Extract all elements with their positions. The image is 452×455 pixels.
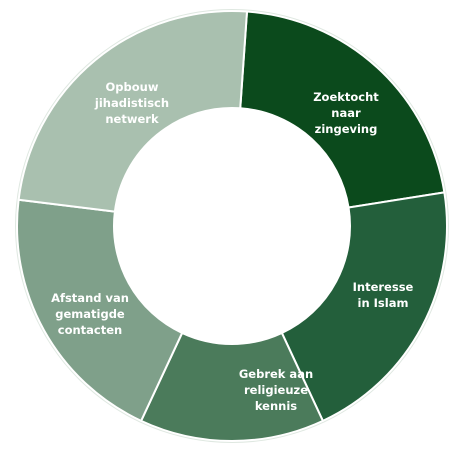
segment-label: jihadistisch [94, 96, 169, 110]
segment-label: netwerk [105, 112, 159, 126]
labels: Zoektocht naar zingeving Interesse in Islam G… [51, 80, 413, 413]
segment-label: zingeving [315, 122, 378, 136]
donut [15, 9, 449, 443]
segment [239, 10, 446, 209]
segment-label: kennis [255, 399, 297, 413]
segment-label: Opbouw [106, 80, 159, 94]
segment-label: Interesse [353, 280, 414, 294]
segment-label: Afstand van [51, 291, 129, 305]
donut-hole [114, 108, 350, 344]
segment-label: Gebrek aan [239, 367, 313, 381]
segment-label: naar [331, 106, 361, 120]
segment-label: gematigde [55, 307, 125, 321]
segment-label: religieuze [244, 383, 308, 397]
segment-label: Zoektocht [313, 90, 379, 104]
segment-label: in Islam [358, 296, 409, 310]
segment-label: contacten [58, 323, 122, 337]
